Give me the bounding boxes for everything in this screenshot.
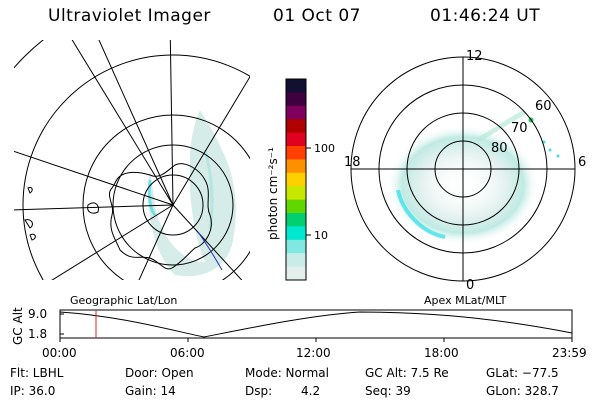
alt-plot-curve	[59, 311, 573, 338]
mlt-label-0: 0	[466, 278, 474, 293]
date-label: 01 Oct 07	[273, 6, 361, 26]
mlat-label-80: 80	[491, 141, 508, 156]
polar-plot	[350, 56, 576, 282]
gain-readout: Gain: 14	[125, 384, 176, 398]
mlat-label-60: 60	[535, 99, 552, 114]
colorbar-stripe	[286, 186, 306, 201]
colorbar-tick-10: 10	[314, 229, 328, 242]
x-tick-1800: 18:00	[424, 346, 459, 360]
colorbar-stripe	[286, 253, 306, 268]
geographic-map	[14, 40, 250, 280]
alt-plot-left-label: Geographic Lat/Lon	[70, 294, 177, 307]
alt-tick-1.8: 1.8	[28, 327, 47, 341]
colorbar-stripe	[286, 226, 306, 241]
colorbar-tick-100: 100	[314, 142, 335, 155]
colorbar-stripe	[286, 92, 306, 107]
colorbar-stripe	[286, 159, 306, 174]
mlt-label-18: 18	[344, 155, 361, 170]
x-tick-0600: 06:00	[170, 346, 205, 360]
mode-readout: Mode: Normal	[245, 366, 329, 380]
glat-readout: GLat: −77.5	[486, 366, 559, 380]
colorbar-stripe	[286, 199, 306, 214]
door-readout: Door: Open	[125, 366, 194, 380]
x-tick-0000: 00:00	[42, 346, 77, 360]
alt-plot-right-label: Apex MLat/MLT	[424, 294, 507, 307]
alt-tick-9: 9.0	[28, 307, 47, 321]
alt-plot-frame	[59, 309, 573, 339]
colorbar-unit-label: photon cm⁻²s⁻¹	[266, 147, 280, 240]
ip-readout: IP: 36.0	[10, 384, 56, 398]
dsp-value: 4.2	[301, 384, 321, 398]
colorbar-stripe	[286, 79, 306, 93]
seq-readout: Seq: 39	[365, 384, 411, 398]
mlt-label-6: 6	[578, 155, 586, 170]
colorbar-stripe	[286, 132, 306, 147]
colorbar-stripe	[286, 172, 306, 187]
dsp-label: Dsp:	[245, 384, 273, 398]
colorbar-stripe	[286, 119, 306, 134]
colorbar-stripe	[286, 239, 306, 254]
colorbar	[285, 78, 307, 281]
app-title: Ultraviolet Imager	[48, 6, 211, 26]
colorbar-stripe	[286, 146, 306, 160]
filter-readout: Flt: LBHL	[10, 366, 64, 380]
x-tick-1200: 12:00	[296, 346, 331, 360]
map-aurora-oval	[148, 110, 236, 277]
time-label: 01:46:24 UT	[430, 6, 541, 26]
alt-axis-label: GC Alt	[11, 307, 25, 345]
mlt-label-12: 12	[466, 49, 483, 64]
gc-alt-readout: GC Alt: 7.5 Re	[365, 366, 449, 380]
mlat-label-70: 70	[511, 121, 528, 136]
coastline	[108, 163, 212, 270]
x-tick-2359: 23:59	[552, 346, 587, 360]
glon-readout: GLon: 328.7	[486, 384, 559, 398]
colorbar-stripe	[286, 105, 306, 120]
colorbar-stripe	[286, 266, 306, 281]
colorbar-stripe	[286, 213, 306, 227]
colorbar-ticks	[306, 147, 311, 236]
